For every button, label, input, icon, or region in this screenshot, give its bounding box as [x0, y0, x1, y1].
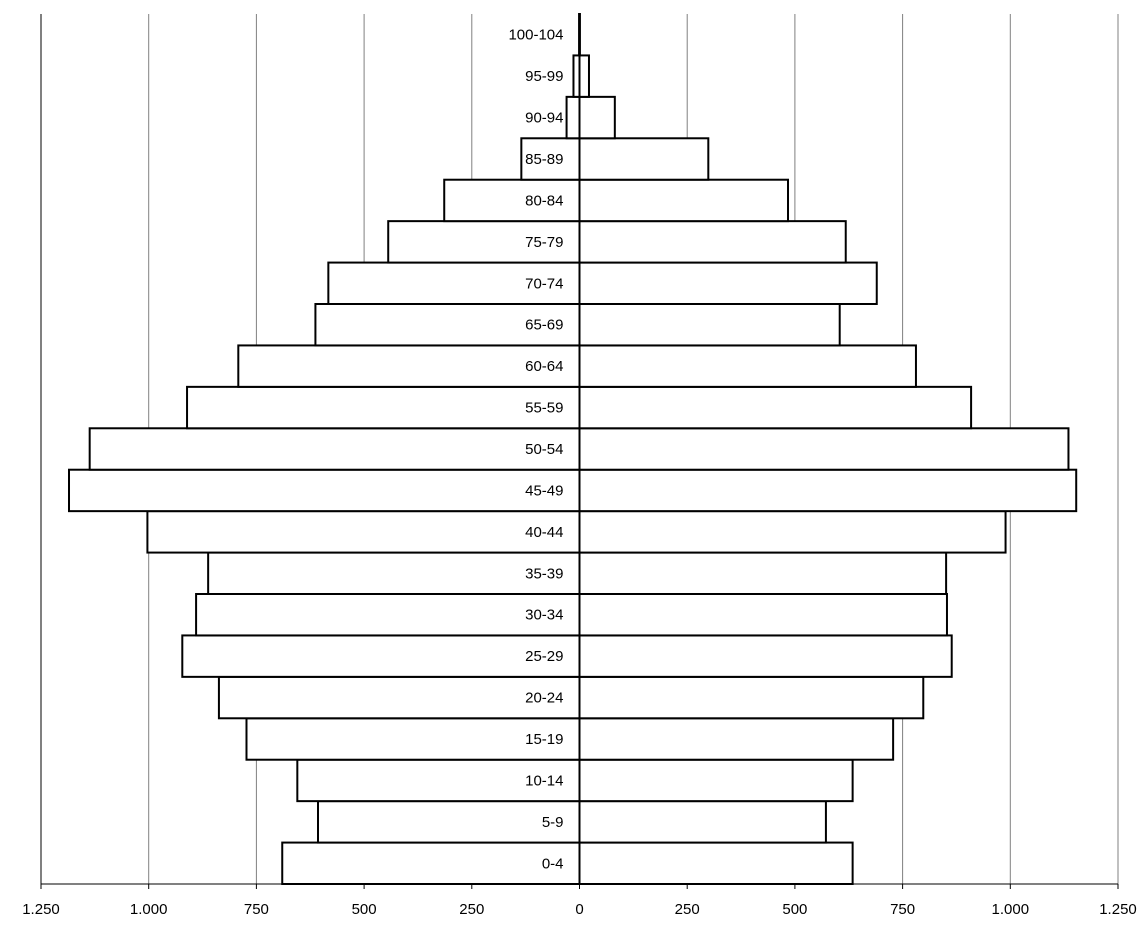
category-label-10-14: 10-14 [525, 772, 563, 789]
bar-left-50-54 [90, 428, 580, 469]
category-label-90-94: 90-94 [525, 110, 563, 127]
bar-right-30-34 [580, 594, 947, 635]
category-label-50-54: 50-54 [525, 441, 563, 458]
bar-right-15-19 [580, 718, 894, 759]
bar-right-50-54 [580, 428, 1069, 469]
x-tick-label-1: 1.000 [130, 901, 168, 918]
x-tick-label-2: 750 [244, 901, 269, 918]
category-label-30-34: 30-34 [525, 607, 563, 624]
category-label-95-99: 95-99 [525, 68, 563, 85]
category-label-20-24: 20-24 [525, 690, 563, 707]
category-label-60-64: 60-64 [525, 358, 563, 375]
bar-right-85-89 [580, 138, 709, 179]
bar-left-35-39 [208, 553, 579, 594]
category-label-35-39: 35-39 [525, 565, 563, 582]
bar-left-5-9 [318, 801, 579, 842]
bar-right-75-79 [580, 221, 846, 262]
category-label-15-19: 15-19 [525, 731, 563, 748]
bar-right-80-84 [580, 180, 789, 221]
category-label-85-89: 85-89 [525, 151, 563, 168]
bar-right-40-44 [580, 511, 1006, 552]
bar-left-0-4 [282, 843, 579, 884]
bar-right-45-49 [580, 470, 1077, 511]
x-tick-label-7: 500 [782, 901, 807, 918]
bar-right-10-14 [580, 760, 853, 801]
bar-left-40-44 [147, 511, 579, 552]
x-tick-label-6: 250 [675, 901, 700, 918]
x-tick-label-9: 1.000 [992, 901, 1030, 918]
bar-left-90-94 [567, 97, 580, 138]
x-tick-label-5: 0 [575, 901, 583, 918]
category-label-0-4: 0-4 [542, 855, 564, 872]
bar-left-55-59 [187, 387, 579, 428]
bar-right-25-29 [580, 635, 952, 676]
category-label-25-29: 25-29 [525, 648, 563, 665]
category-label-80-84: 80-84 [525, 192, 563, 209]
bar-right-95-99 [580, 55, 589, 96]
bar-right-0-4 [580, 843, 853, 884]
bar-right-55-59 [580, 387, 972, 428]
x-tick-label-3: 500 [352, 901, 377, 918]
bars-layer [69, 14, 1076, 884]
bar-right-60-64 [580, 345, 916, 386]
bar-right-5-9 [580, 801, 826, 842]
x-tick-label-8: 750 [890, 901, 915, 918]
category-label-65-69: 65-69 [525, 317, 563, 334]
category-label-55-59: 55-59 [525, 400, 563, 417]
x-tick-label-10: 1.250 [1099, 901, 1137, 918]
bar-left-45-49 [69, 470, 579, 511]
category-label-5-9: 5-9 [542, 814, 564, 831]
bar-right-65-69 [580, 304, 840, 345]
bar-right-20-24 [580, 677, 924, 718]
bar-right-35-39 [580, 553, 947, 594]
bar-right-70-74 [580, 263, 877, 304]
category-label-45-49: 45-49 [525, 482, 563, 499]
category-label-100-104: 100-104 [508, 27, 563, 44]
bar-right-90-94 [580, 97, 615, 138]
category-label-75-79: 75-79 [525, 234, 563, 251]
bar-left-30-34 [196, 594, 579, 635]
x-tick-labels: 1.250 1.000 750 500 250 0 250 500 750 1.000 1.250 [22, 901, 1137, 918]
x-tick-label-4: 250 [459, 901, 484, 918]
category-label-70-74: 70-74 [525, 275, 563, 292]
category-label-40-44: 40-44 [525, 524, 563, 541]
x-tick-label-0: 1.250 [22, 901, 60, 918]
bar-left-25-29 [182, 635, 579, 676]
